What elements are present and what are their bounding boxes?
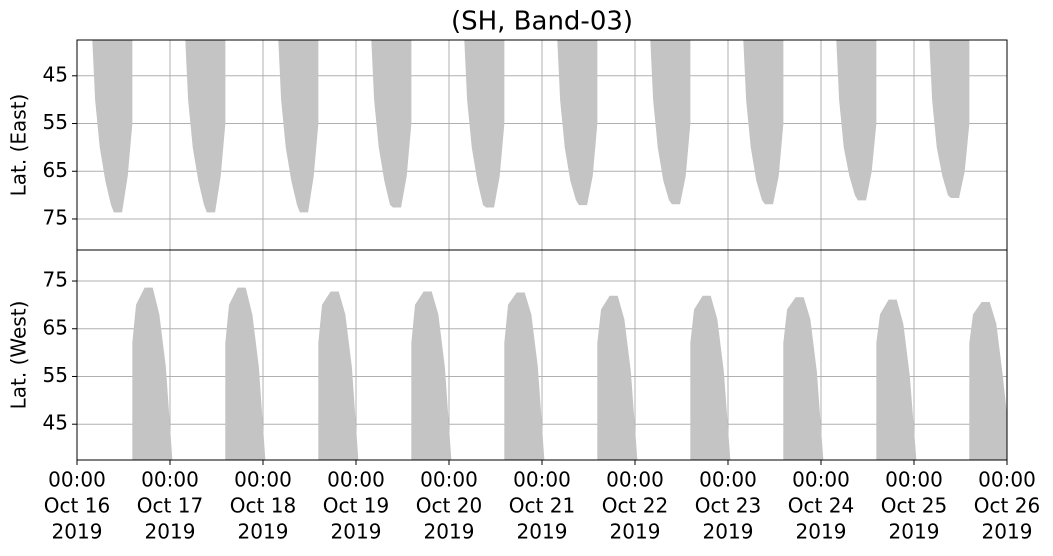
x-tick-label: Oct 20 [416, 494, 482, 518]
x-tick-label: Oct 17 [137, 494, 203, 518]
x-tick-label: 2019 [610, 520, 661, 544]
x-tick-label: 00:00 [606, 468, 664, 492]
x-tick-label: 00:00 [48, 468, 106, 492]
x-tick-label: 00:00 [978, 468, 1036, 492]
x-tick-label: 2019 [238, 520, 289, 544]
x-tick-label: 00:00 [327, 468, 385, 492]
x-tick-label: 00:00 [699, 468, 757, 492]
y-tick-label: 45 [43, 411, 68, 435]
x-tick-label: 00:00 [141, 468, 199, 492]
x-tick-label: Oct 19 [323, 494, 389, 518]
coverage-area [92, 40, 970, 213]
x-tick-label: Oct 24 [788, 494, 854, 518]
y-tick-label: 45 [43, 62, 68, 86]
x-tick-label: 2019 [796, 520, 847, 544]
coverage-area [132, 287, 1007, 460]
y-tick-label: 75 [43, 268, 68, 292]
x-tick-label: 00:00 [234, 468, 292, 492]
x-tick-label: Oct 22 [602, 494, 668, 518]
chart-title: (SH, Band-03) [451, 7, 633, 37]
x-tick-label: Oct 26 [974, 494, 1040, 518]
x-tick-label: 2019 [424, 520, 475, 544]
x-tick-label: 2019 [517, 520, 568, 544]
y-tick-label: 55 [43, 110, 68, 134]
y-axis-label: Lat. (West) [7, 301, 31, 410]
x-tick-label: Oct 16 [44, 494, 110, 518]
x-tick-label: Oct 21 [509, 494, 575, 518]
x-tick-label: 2019 [331, 520, 382, 544]
x-tick-label: Oct 18 [230, 494, 296, 518]
y-tick-label: 65 [43, 158, 68, 182]
x-tick-label: 2019 [889, 520, 940, 544]
x-tick-label: 2019 [982, 520, 1033, 544]
x-tick-label: 00:00 [885, 468, 943, 492]
y-tick-label: 75 [43, 205, 68, 229]
x-tick-label: Oct 23 [695, 494, 761, 518]
y-tick-label: 65 [43, 315, 68, 339]
x-tick-label: 2019 [703, 520, 754, 544]
x-tick-label: Oct 25 [881, 494, 947, 518]
x-tick-label: 2019 [52, 520, 103, 544]
x-tick-label: 00:00 [420, 468, 478, 492]
x-tick-label: 2019 [145, 520, 196, 544]
y-axis-label: Lat. (East) [7, 94, 31, 197]
x-tick-label: 00:00 [513, 468, 571, 492]
y-tick-label: 55 [43, 363, 68, 387]
x-tick-label: 00:00 [792, 468, 850, 492]
